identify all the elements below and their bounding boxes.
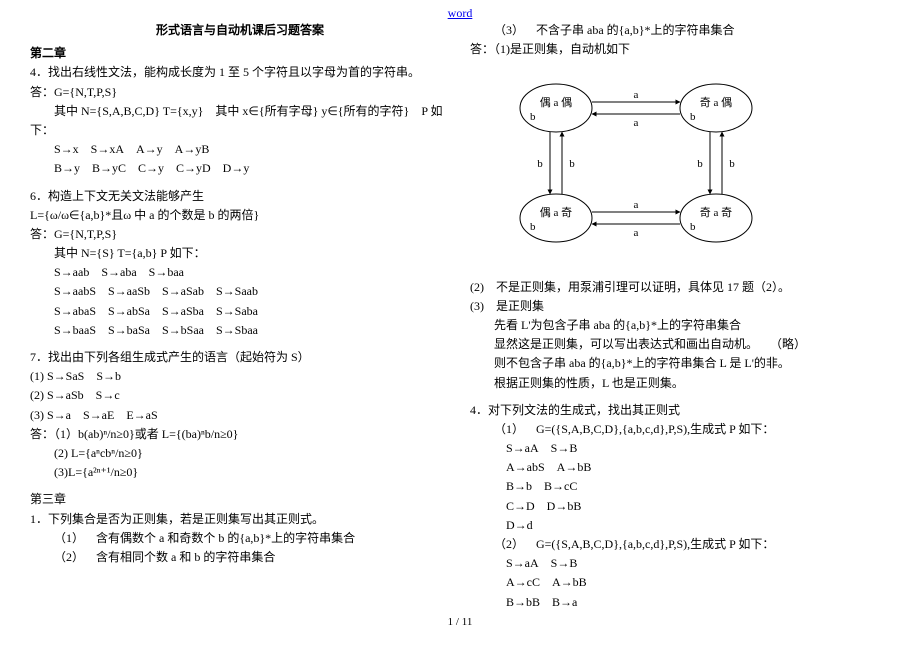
q4r-g1-r2: A→abS A→bB [470, 458, 890, 477]
q4-rules1: S→x S→xA A→y A→yB [30, 140, 450, 159]
q4r-g1-r1: S→aA S→B [470, 439, 890, 458]
svg-text:偶 a 奇: 偶 a 奇 [540, 206, 572, 219]
q7-sub3: (3) S→a S→aE E→aS [30, 406, 450, 425]
q6-rules1: S→aab S→aba S→baa [30, 263, 450, 282]
ch3-line1: 1．下列集合是否为正则集，若是正则集写出其正则式。 [30, 510, 450, 529]
automaton-svg: a a a a b b b b 偶 a 偶 b 奇 a 偶 b 偶 a 奇 b 奇 a 奇 b [486, 63, 786, 263]
q7-sub2: (2) S→aSb S→c [30, 386, 450, 405]
svg-text:b: b [697, 158, 703, 170]
svg-text:奇 a 偶: 奇 a 偶 [700, 96, 732, 109]
svg-text:a: a [634, 227, 639, 239]
svg-text:a: a [634, 199, 639, 211]
q4-line2: 答：G={N,T,P,S} [30, 83, 450, 102]
ch3-sub2: （2） 含有相同个数 a 和 b 的字符串集合 [30, 548, 450, 567]
q7-sub1: (1) S→SaS S→b [30, 367, 450, 386]
svg-text:b: b [690, 111, 696, 123]
r3-line1: (3) 是正则集 [470, 297, 890, 316]
page-body: 形式语言与自动机课后习题答案 第二章 4．找出右线性文法，能构成长度为 1 至 … [0, 21, 920, 612]
r3-line4: 则不包含子串 aba 的{a,b}*上的字符串集合 L 是 L'的非。 [470, 354, 890, 373]
q6-rules4: S→baaS S→baSa S→bSaa S→Sbaa [30, 321, 450, 340]
q7-line1: 7．找出由下列各组生成式产生的语言（起始符为 S） [30, 348, 450, 367]
r3-line5: 根据正则集的性质，L 也是正则集。 [470, 374, 890, 393]
svg-text:b: b [530, 221, 536, 233]
svg-text:b: b [569, 158, 575, 170]
q4-rules2: B→y B→yC C→y C→yD D→y [30, 159, 450, 178]
chapter3-title: 第三章 [30, 490, 450, 509]
left-column: 形式语言与自动机课后习题答案 第二章 4．找出右线性文法，能构成长度为 1 至 … [20, 21, 460, 612]
doc-title: 形式语言与自动机课后习题答案 [30, 21, 450, 40]
right-column: （3） 不含子串 aba 的{a,b}*上的字符串集合 答：（1)是正则集，自动… [460, 21, 900, 612]
q4r-g2-r2: A→cC A→bB [470, 573, 890, 592]
svg-text:b: b [530, 111, 536, 123]
r3-line3: 显然这是正则集，可以写出表达式和画出自动机。 （略） [470, 335, 890, 354]
q6-line1: 6．构造上下文无关文法能够产生 [30, 187, 450, 206]
q6-rules2: S→aabS S→aaSb S→aSab S→Saab [30, 282, 450, 301]
svg-text:b: b [690, 221, 696, 233]
q7-ans2: (2) L={aⁿcbⁿ/n≥0} [30, 444, 450, 463]
page-number: 1 / 11 [0, 616, 920, 628]
q6-rules3: S→abaS S→abSa S→aSba S→Saba [30, 302, 450, 321]
svg-text:a: a [634, 117, 639, 129]
r3-line2: 先看 L'为包含子串 aba 的{a,b}*上的字符串集合 [470, 316, 890, 335]
q4r-line1: 4．对下列文法的生成式，找出其正则式 [470, 401, 890, 420]
svg-text:偶 a 偶: 偶 a 偶 [540, 96, 572, 109]
r2-line1: (2) 不是正则集，用泵浦引理可以证明，具体见 17 题（2）。 [470, 278, 890, 297]
svg-text:奇 a 奇: 奇 a 奇 [700, 206, 732, 219]
q6-line2: L={ω/ω∈{a,b}*且ω 中 a 的个数是 b 的两倍} [30, 206, 450, 225]
q4-line3: 其中 N={S,A,B,C,D} T={x,y} 其中 x∈{所有字母} y∈{… [30, 102, 450, 121]
q4r-g2-r3: B→bB B→a [470, 593, 890, 612]
q6-line3: 答：G={N,T,P,S} [30, 225, 450, 244]
r-ans1: 答：（1)是正则集，自动机如下 [470, 40, 890, 59]
q7-ans3: (3)L={a²ⁿ⁺¹/n≥0} [30, 463, 450, 482]
q4r-g1: （1） G=({S,A,B,C,D},{a,b,c,d},P,S),生成式 P … [470, 420, 890, 439]
q7-ans1: 答：（1）b(ab)ⁿ/n≥0}或者 L={(ba)ⁿb/n≥0} [30, 425, 450, 444]
svg-text:b: b [729, 158, 735, 170]
header-link[interactable]: word [0, 0, 920, 21]
q4r-g1-r3: B→b B→cC [470, 477, 890, 496]
ch3-sub1: （1） 含有偶数个 a 和奇数个 b 的{a,b}*上的字符串集合 [30, 529, 450, 548]
q4-line4: 下： [30, 121, 450, 140]
q6-line4: 其中 N={S} T={a,b} P 如下： [30, 244, 450, 263]
r-sub3: （3） 不含子串 aba 的{a,b}*上的字符串集合 [470, 21, 890, 40]
q4r-g2: （2） G=({S,A,B,C,D},{a,b,c,d},P,S),生成式 P … [470, 535, 890, 554]
automaton-diagram: a a a a b b b b 偶 a 偶 b 奇 a 偶 b 偶 a 奇 b 奇 a 奇 b [486, 63, 890, 269]
svg-text:a: a [634, 89, 639, 101]
svg-text:b: b [537, 158, 543, 170]
q4r-g1-r4: C→D D→bB [470, 497, 890, 516]
q4-line1: 4．找出右线性文法，能构成长度为 1 至 5 个字符且以字母为首的字符串。 [30, 63, 450, 82]
chapter2-title: 第二章 [30, 44, 450, 63]
q4r-g2-r1: S→aA S→B [470, 554, 890, 573]
q4r-g1-r5: D→d [470, 516, 890, 535]
